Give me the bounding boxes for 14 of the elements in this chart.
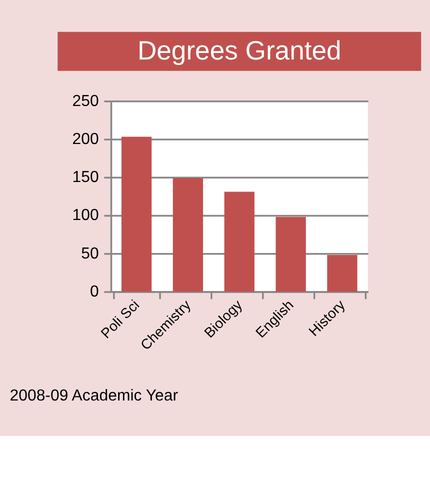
y-tick-label: 250 (72, 92, 99, 110)
bar (121, 136, 152, 292)
y-tick-label: 50 (81, 245, 99, 262)
text: 2008-09 Academic Year (10, 387, 179, 404)
bar (276, 216, 306, 292)
y-tick-label: 150 (72, 169, 99, 186)
y-tick-label: 200 (72, 130, 99, 148)
x-tick-label: Poli Sci (98, 297, 143, 342)
chart-title: Degrees Granted (137, 35, 342, 66)
y-tick-label: 100 (72, 207, 99, 224)
bar (224, 192, 254, 292)
y-tick-label: 0 (90, 283, 99, 300)
bar (172, 178, 204, 292)
bar (327, 254, 358, 292)
